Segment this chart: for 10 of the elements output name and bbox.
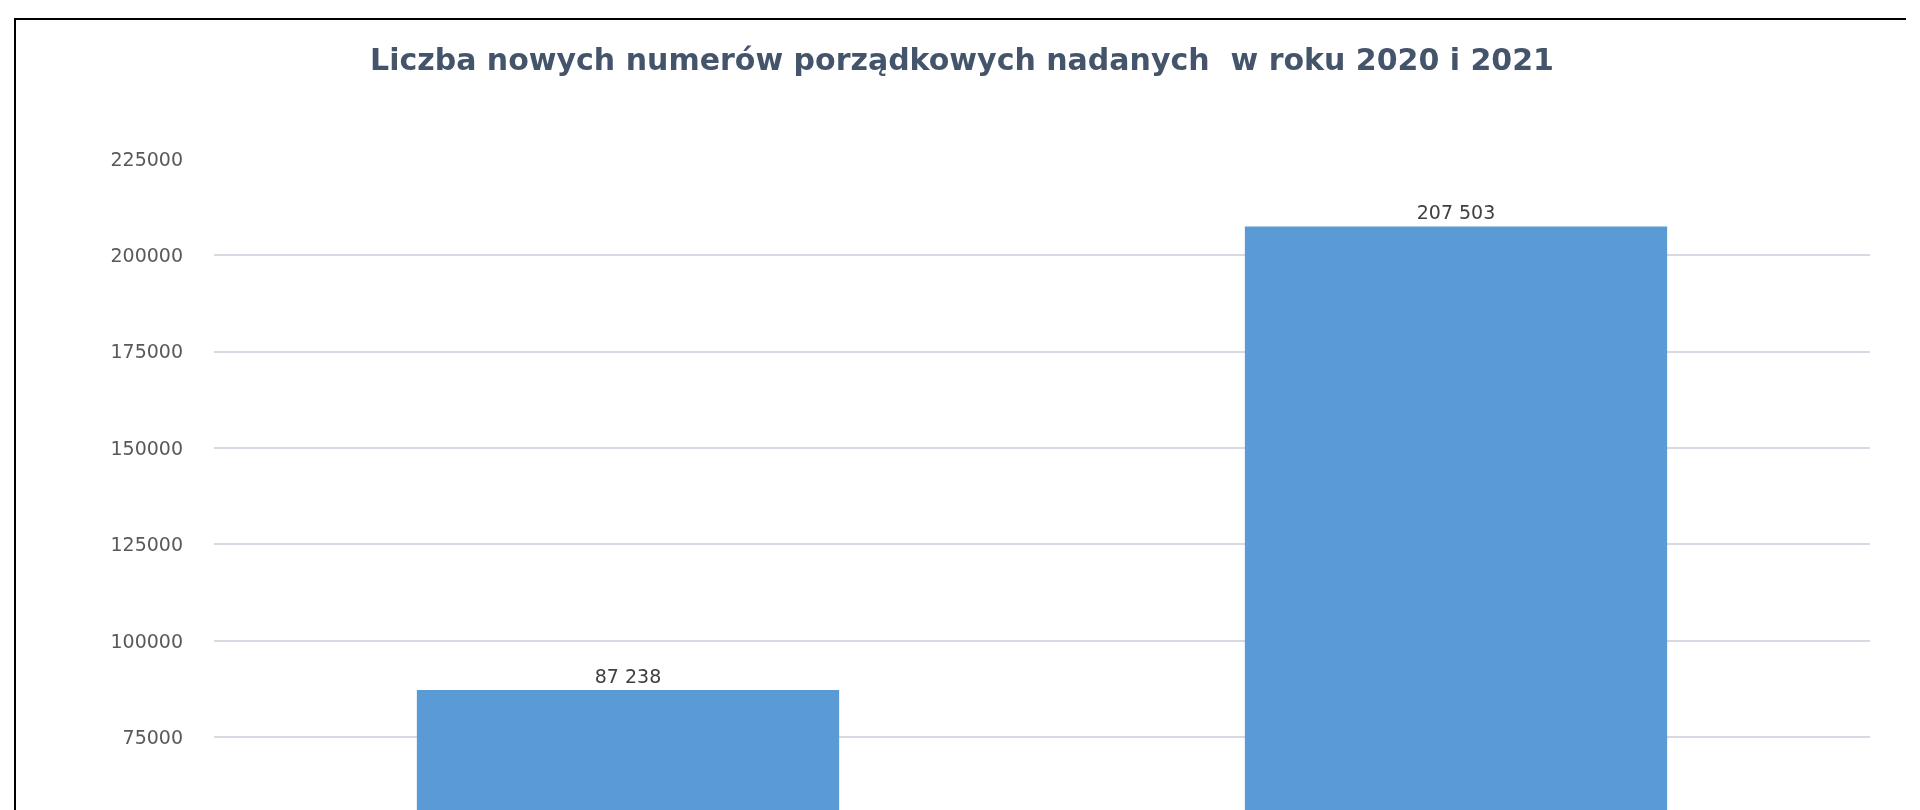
data-label: 87 238 <box>594 665 662 688</box>
y-tick-label: 200000 <box>110 244 183 267</box>
y-tick-label: 100000 <box>110 629 183 652</box>
chart-title: Liczba nowych numerów porządkowych nadanych w roku 2020 i 2021 <box>370 42 1554 78</box>
y-tick-label: 75000 <box>122 725 183 748</box>
y-tick-label: 125000 <box>110 533 183 556</box>
y-tick-label: 150000 <box>110 436 183 459</box>
data-label: 207 503 <box>1416 201 1496 224</box>
y-tick-label: 175000 <box>110 340 183 363</box>
y-tick-label: 225000 <box>110 147 183 170</box>
